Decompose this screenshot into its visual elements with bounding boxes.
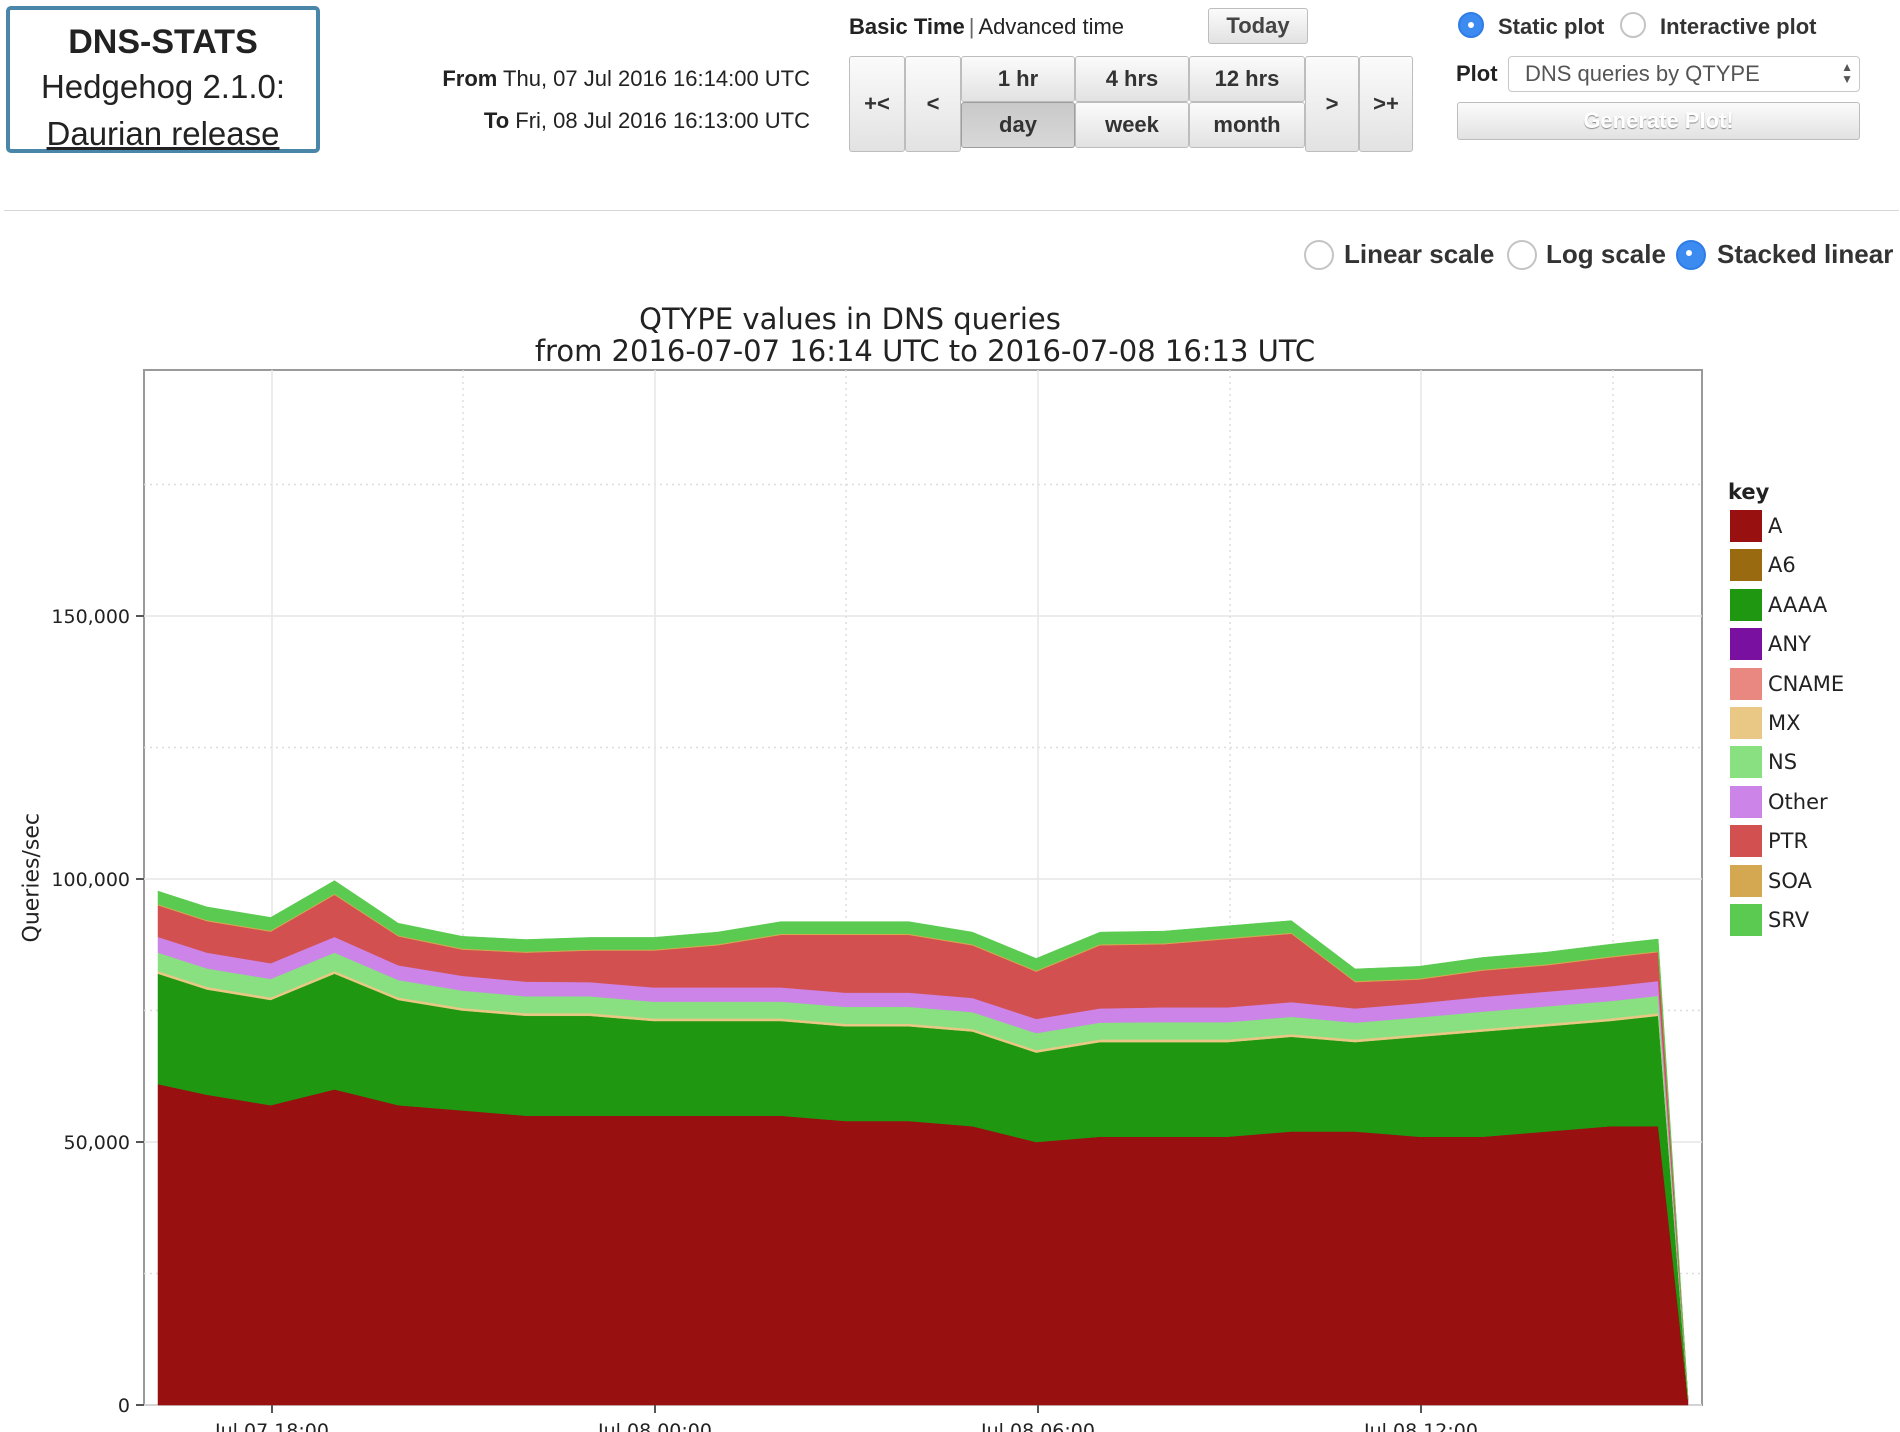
span-1hr-button[interactable]: 1 hr <box>961 56 1075 102</box>
advanced-time-tab[interactable]: Advanced time <box>978 14 1125 39</box>
app-name: DNS-STATS <box>68 23 258 61</box>
legend-swatch-aaaa <box>1730 588 1762 621</box>
legend-label-ptr: PTR <box>1768 829 1809 854</box>
from-range: From Thu, 07 Jul 2016 16:14:00 UTC <box>390 66 810 92</box>
span-12hrs-button[interactable]: 12 hrs <box>1189 56 1305 102</box>
jump-first-button[interactable]: +< <box>849 56 905 152</box>
y-tick-label: 100,000 <box>51 869 130 891</box>
y-axis-label: Queries/sec <box>19 813 45 943</box>
to-range: To Fri, 08 Jul 2016 16:13:00 UTC <box>390 108 810 134</box>
legend-swatch-other <box>1730 785 1762 818</box>
previous-button[interactable]: < <box>905 56 961 152</box>
x-tick-label: Jul 07 18:00 <box>214 1420 329 1432</box>
legend-label-mx: MX <box>1768 711 1801 735</box>
x-tick-label: Jul 08 06:00 <box>980 1420 1095 1432</box>
interactive-plot-radio[interactable] <box>1620 12 1646 38</box>
legend-label-any: ANY <box>1768 632 1811 657</box>
stacked-linear-radio[interactable] <box>1676 240 1706 270</box>
legend-swatch-a <box>1730 510 1762 542</box>
legend-swatch-mx <box>1730 707 1762 739</box>
time-mode-separator: | <box>968 14 975 39</box>
app-title-box: DNS-STATS Hedgehog 2.1.0: Daurian releas… <box>6 6 320 153</box>
legend-swatch-a6 <box>1730 549 1762 582</box>
app-version: Hedgehog 2.1.0: <box>40 68 286 105</box>
span-week-button[interactable]: week <box>1075 102 1189 148</box>
to-value: Fri, 08 Jul 2016 16:13:00 UTC <box>515 108 810 133</box>
select-arrows-icon: ▲ ▼ <box>1841 60 1853 86</box>
linear-scale-label[interactable]: Linear scale <box>1344 239 1495 269</box>
legend-swatch-ns <box>1730 746 1762 779</box>
span-4hrs-button[interactable]: 4 hrs <box>1075 56 1189 102</box>
chart-title: QTYPE values in DNS queries <box>639 302 1061 336</box>
chart-subtitle: from 2016-07-07 16:14 UTC to 2016-07-08 … <box>534 334 1316 368</box>
legend-title: key <box>1728 480 1770 504</box>
today-button[interactable]: Today <box>1208 8 1308 44</box>
legend-swatch-soa <box>1730 864 1762 897</box>
legend-label-ns: NS <box>1768 750 1798 775</box>
legend-swatch-any <box>1730 628 1762 661</box>
plot-select-label: Plot <box>1456 61 1498 86</box>
time-mode-switch: Basic Time | Advanced time <box>849 14 1124 40</box>
span-day-button[interactable]: day <box>961 102 1075 148</box>
legend-label-a6: A6 <box>1768 553 1796 578</box>
header-divider <box>4 210 1899 211</box>
legend-label-soa: SOA <box>1768 868 1812 893</box>
static-plot-label[interactable]: Static plot <box>1498 14 1605 39</box>
from-value: Thu, 07 Jul 2016 16:14:00 UTC <box>503 66 810 91</box>
interactive-plot-label[interactable]: Interactive plot <box>1660 14 1817 39</box>
log-scale-label[interactable]: Log scale <box>1546 239 1666 269</box>
legend-label-cname: CNAME <box>1768 671 1845 696</box>
plot-select-value: DNS queries by QTYPE <box>1525 61 1760 86</box>
static-plot-radio[interactable] <box>1458 12 1484 38</box>
legend-swatch-cname <box>1730 667 1762 700</box>
to-label: To <box>483 108 510 133</box>
legend-label-srv: SRV <box>1768 908 1810 932</box>
legend-swatch-srv <box>1730 904 1762 936</box>
release-link[interactable]: Daurian release <box>46 115 280 152</box>
x-tick-label: Jul 08 12:00 <box>1363 1420 1478 1432</box>
next-button[interactable]: > <box>1305 56 1359 152</box>
from-label: From <box>442 66 498 91</box>
legend-swatch-ptr <box>1730 825 1762 858</box>
linear-scale-radio[interactable] <box>1304 240 1334 270</box>
legend-label-other: Other <box>1768 789 1828 814</box>
y-tick-label: 50,000 <box>64 1132 130 1154</box>
y-tick-label: 150,000 <box>51 606 130 628</box>
stacked-linear-label[interactable]: Stacked linear <box>1717 239 1894 269</box>
log-scale-radio[interactable] <box>1507 240 1537 270</box>
y-tick-label: 0 <box>118 1395 130 1417</box>
generate-plot-button[interactable]: Generate Plot! <box>1457 102 1860 140</box>
basic-time-tab[interactable]: Basic Time <box>849 14 965 39</box>
legend-label-aaaa: AAAA <box>1768 592 1828 617</box>
x-tick-label: Jul 08 00:00 <box>597 1420 712 1432</box>
jump-last-button[interactable]: >+ <box>1359 56 1413 152</box>
plot-select[interactable]: DNS queries by QTYPE ▲ ▼ <box>1508 56 1860 92</box>
area-series-srv <box>157 880 1689 1399</box>
span-month-button[interactable]: month <box>1189 102 1305 148</box>
legend-label-a: A <box>1768 514 1783 538</box>
